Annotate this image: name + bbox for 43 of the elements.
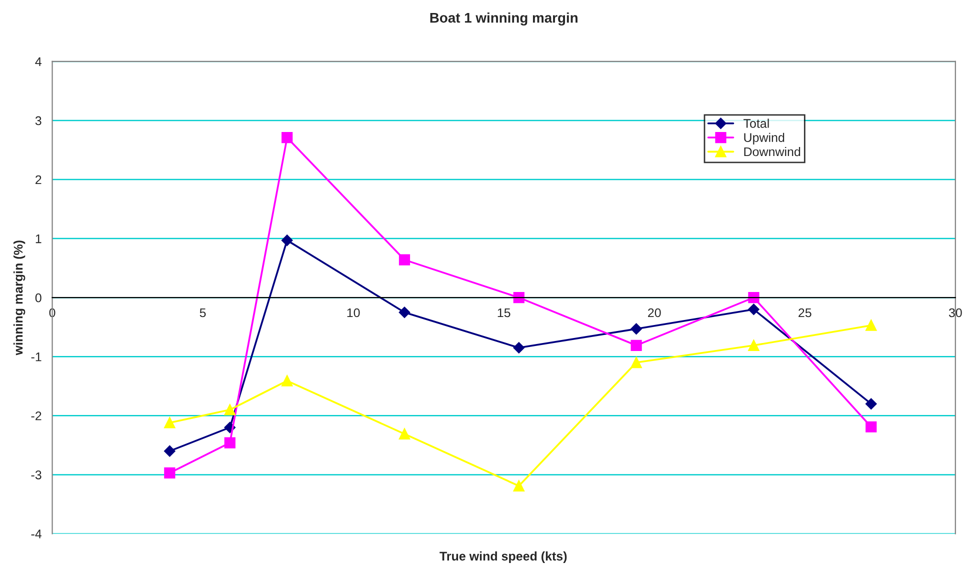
y-tick-label: -4	[31, 530, 42, 538]
y-tick-label: 1	[36, 234, 42, 244]
y-tick-label: 3	[35, 116, 42, 126]
point	[630, 356, 642, 368]
point	[630, 323, 642, 334]
x-axis-title: True wind speed (kts)	[440, 551, 567, 564]
y-axis-title: winning margin (%)	[13, 240, 26, 356]
legend-label: Total	[744, 118, 769, 128]
legend-label: Upwind	[744, 132, 784, 144]
y-tick-label: -2	[31, 411, 42, 420]
point	[282, 375, 293, 386]
x-tick-label: 20	[648, 308, 661, 318]
point	[398, 254, 410, 266]
point	[398, 306, 410, 318]
point	[224, 404, 236, 416]
point	[164, 467, 176, 478]
point	[748, 292, 760, 304]
point	[282, 132, 293, 144]
point	[866, 421, 877, 432]
y-tick-label: -3	[31, 470, 42, 480]
x-tick-label: 10	[347, 308, 360, 318]
y-tick-label: -1	[31, 352, 42, 362]
y-tick-label: 2	[36, 175, 42, 184]
point	[513, 480, 524, 492]
chart-title: Boat 1 winning margin	[430, 12, 578, 26]
legend-label: Downwind	[744, 146, 800, 156]
y-tick-label: 0	[35, 293, 42, 302]
x-tick-label: 15	[498, 308, 510, 318]
point	[748, 304, 760, 315]
point	[630, 340, 642, 351]
point	[224, 437, 236, 448]
point	[164, 445, 176, 457]
point	[281, 234, 293, 246]
point	[866, 320, 877, 331]
point	[398, 428, 410, 440]
y-tick-label: 4	[35, 57, 42, 66]
point	[164, 417, 176, 428]
point	[513, 342, 524, 354]
x-tick-label: 5	[200, 308, 206, 318]
point	[748, 340, 760, 351]
point	[513, 292, 524, 304]
x-tick-label: 25	[798, 308, 812, 318]
point	[866, 398, 877, 410]
